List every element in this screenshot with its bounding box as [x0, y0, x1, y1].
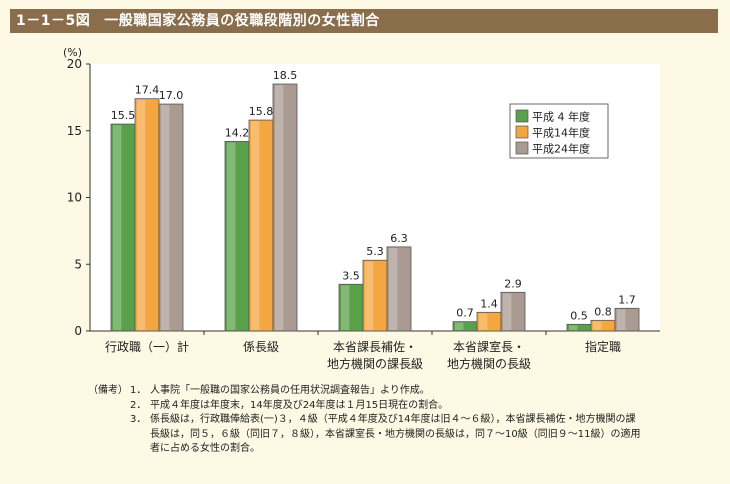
data-label: 0.5	[570, 309, 588, 322]
y-tick-label: 15	[67, 124, 82, 138]
data-label: 0.7	[456, 307, 474, 320]
bar	[158, 103, 184, 332]
bar	[386, 246, 412, 332]
bar-highlight	[365, 261, 374, 330]
legend-label: 平成 4 年度	[532, 110, 590, 124]
bar-highlight	[251, 121, 260, 330]
figure-title-bar: 1－1－5図 一般職国家公務員の役職段階別の女性割合	[10, 9, 718, 33]
bar-highlight	[503, 293, 512, 330]
legend-swatch	[515, 141, 529, 155]
note-text: 平成４年度は年度末，14年度及び24年度は１月15日現在の割合。	[150, 399, 449, 411]
bar-highlight	[569, 325, 578, 330]
bar-highlight	[113, 125, 122, 330]
bar-highlight	[137, 99, 146, 331]
category-label: 行政職（一）計	[105, 339, 189, 354]
figure-number: 1－1－5図	[16, 13, 91, 29]
bar	[362, 259, 388, 332]
note-number: 3．	[130, 414, 147, 425]
bar-highlight	[593, 321, 602, 330]
bar-highlight	[341, 285, 350, 330]
category-label: 地方機関の長級	[447, 356, 531, 371]
note-text: 人事院「一般職の国家公務員の任用状況調査報告」より作成。	[150, 385, 430, 396]
data-label: 14.2	[225, 126, 250, 139]
data-label: 17.4	[135, 84, 160, 97]
bar-highlight	[275, 85, 284, 331]
bar	[224, 141, 250, 332]
data-label: 5.3	[366, 245, 384, 258]
bar	[110, 123, 136, 332]
data-label: 3.5	[342, 269, 360, 282]
category-label: 指定職	[585, 339, 621, 354]
data-label: 15.5	[111, 109, 136, 122]
note-number: 2．	[130, 399, 147, 411]
notes-label: （備考）	[88, 385, 128, 396]
legend-label: 平成14年度	[532, 126, 590, 140]
data-label: 17.0	[159, 89, 184, 102]
y-tick-label: 0	[74, 324, 82, 338]
legend-swatch	[515, 125, 529, 139]
bar	[272, 83, 298, 332]
bar-highlight	[479, 313, 488, 330]
legend-swatch	[515, 109, 529, 123]
data-label: 15.8	[249, 105, 274, 118]
data-label: 6.3	[390, 232, 408, 245]
bar-highlight	[227, 142, 236, 330]
data-label: 18.5	[273, 69, 298, 82]
note-number: 1．	[130, 385, 147, 396]
y-axis-label: (%)	[63, 46, 82, 59]
bar-chart: 0 5 10 15 20(%) 15.5 17.4 17.0 行政職（一）計 14.2 15.8 18…	[63, 46, 660, 371]
category-label: 地方機関の課長級	[327, 356, 423, 371]
note-text: 係長級は，行政職俸給表(一)３，４級（平成４年度及び14年度は旧４～６級），本省…	[150, 414, 641, 454]
note-row-3: 3． 係長級は，行政職俸給表(一)３，４級（平成４年度及び14年度は旧４～６級）…	[88, 413, 710, 457]
y-tick-label: 10	[67, 191, 82, 205]
bar-highlight	[161, 105, 170, 330]
bar-highlight	[617, 309, 626, 330]
note-row-2: 2． 平成４年度は年度末，14年度及び24年度は１月15日現在の割合。	[88, 399, 710, 414]
notes: （備考） 1． 人事院「一般職の国家公務員の任用状況調査報告」より作成。 2． …	[88, 384, 710, 457]
data-label: 2.9	[504, 277, 522, 290]
figure-title: 一般職国家公務員の役職段階別の女性割合	[104, 13, 380, 29]
category-label: 本省課長補佐・	[333, 339, 417, 354]
data-label: 1.4	[480, 297, 498, 310]
bar	[614, 307, 640, 332]
note-row-1: （備考） 1． 人事院「一般職の国家公務員の任用状況調査報告」より作成。	[88, 384, 710, 399]
legend-label: 平成24年度	[532, 142, 590, 156]
bar	[134, 98, 160, 332]
data-label: 1.7	[618, 293, 636, 306]
bar	[248, 119, 274, 332]
bar-highlight	[455, 322, 464, 330]
y-tick-label: 5	[74, 257, 82, 271]
data-label: 0.8	[594, 305, 612, 318]
bar-highlight	[389, 247, 398, 330]
category-label: 係長級	[243, 340, 279, 354]
y-tick-label: 20	[67, 57, 82, 71]
category-label: 本省課室長・	[453, 339, 525, 354]
bar	[500, 291, 526, 332]
